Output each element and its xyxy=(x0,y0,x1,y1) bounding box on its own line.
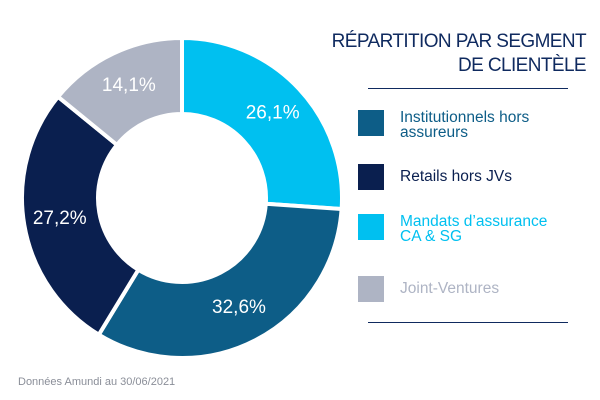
legend-swatch-joint-ventures xyxy=(358,276,384,302)
slice-label-retails: 27,2% xyxy=(33,208,87,229)
legend-swatch-mandats xyxy=(358,214,384,240)
legend-label-institutionnels-line-1: Institutionnels hors xyxy=(400,109,530,126)
legend-label-retails: Retails hors JVs xyxy=(400,168,512,185)
donut-slice-retails xyxy=(20,93,142,338)
legend-label-joint-ventures-line-1: Joint-Ventures xyxy=(400,280,500,297)
legend-item-retails: Retails hors JVs xyxy=(358,164,512,190)
legend-label-institutionnels: Institutionnels hors assureurs xyxy=(400,109,530,141)
donut-slice-mandats xyxy=(180,35,344,212)
legend-label-mandats-line-1: Mandats d’assurance xyxy=(400,213,548,230)
legend-label-mandats-line-2: CA & SG xyxy=(400,228,463,245)
legend-swatch-institutionnels xyxy=(358,110,384,136)
legend-divider xyxy=(368,322,568,323)
slice-label-mandats: 26,1% xyxy=(246,102,300,123)
footnote: Données Amundi au 30/06/2021 xyxy=(18,376,176,388)
donut-slice-joint-ventures xyxy=(55,35,184,148)
slice-label-institutionnels: 32,6% xyxy=(212,297,266,318)
legend-label-joint-ventures: Joint-Ventures xyxy=(400,280,500,297)
donut-slice-institutionnels xyxy=(96,201,344,360)
chart-title: RÉPARTITION PAR SEGMENT DE CLIENTÈLE xyxy=(326,30,587,78)
legend-swatch-retails xyxy=(358,164,384,190)
legend-item-joint-ventures: Joint-Ventures xyxy=(358,276,499,302)
legend-label-retails-line-1: Retails hors JVs xyxy=(400,168,512,185)
title-divider xyxy=(368,88,568,89)
slice-label-joint-ventures: 14,1% xyxy=(102,75,156,96)
chart-title-line-2: DE CLIENTÈLE xyxy=(458,55,587,76)
legend-item-institutionnels: Institutionnels hors assureurs xyxy=(358,110,529,140)
legend-label-mandats: Mandats d’assurance CA & SG xyxy=(400,213,548,245)
legend-item-mandats: Mandats d’assurance CA & SG xyxy=(358,214,547,244)
chart-title-line-1: RÉPARTITION PAR SEGMENT xyxy=(331,31,587,52)
legend-label-institutionnels-line-2: assureurs xyxy=(400,124,469,141)
